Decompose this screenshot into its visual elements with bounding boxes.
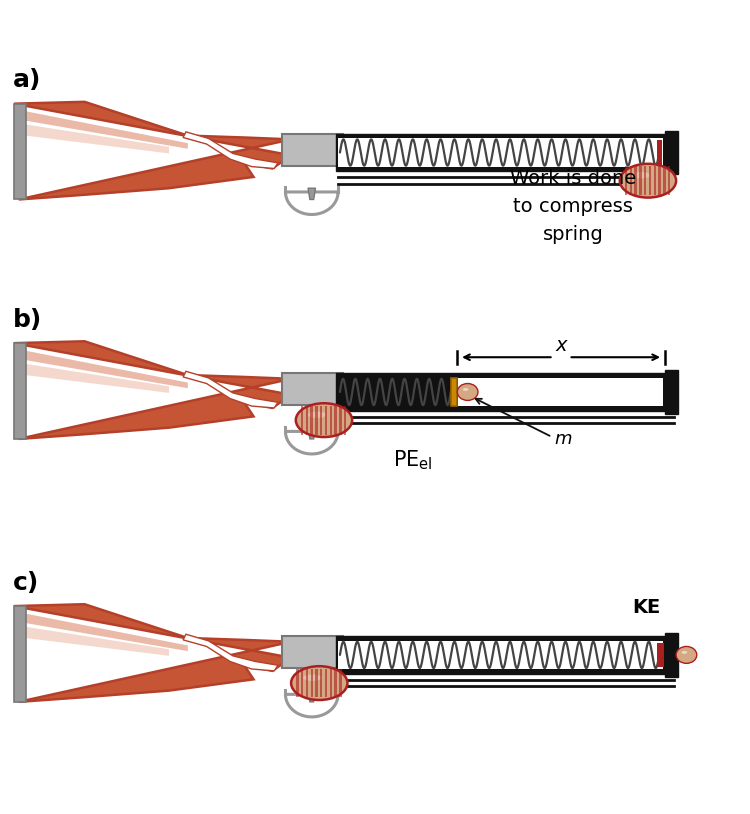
Bar xyxy=(657,643,664,667)
Bar xyxy=(320,406,322,435)
Polygon shape xyxy=(14,103,26,199)
Bar xyxy=(658,166,661,195)
Bar xyxy=(334,406,337,435)
Bar xyxy=(336,373,674,411)
Bar xyxy=(634,166,637,195)
Bar xyxy=(644,166,646,195)
Bar xyxy=(296,669,298,698)
Bar xyxy=(668,166,670,195)
Bar xyxy=(282,133,343,166)
Polygon shape xyxy=(26,364,169,393)
Text: KE: KE xyxy=(632,598,660,618)
Bar xyxy=(664,370,678,414)
Bar xyxy=(315,406,317,435)
Text: $\mathregular{PE_{el}}$: $\mathregular{PE_{el}}$ xyxy=(393,449,433,472)
Ellipse shape xyxy=(308,412,326,418)
Text: c): c) xyxy=(13,571,40,595)
Ellipse shape xyxy=(682,651,687,654)
Bar xyxy=(325,406,327,435)
Bar xyxy=(639,166,641,195)
Bar xyxy=(282,373,343,405)
Bar xyxy=(657,140,662,164)
Polygon shape xyxy=(183,132,278,168)
Bar xyxy=(653,166,656,195)
Bar xyxy=(625,166,627,195)
Bar xyxy=(649,166,651,195)
Bar xyxy=(336,636,674,674)
Bar xyxy=(339,669,342,698)
Text: b): b) xyxy=(13,308,43,332)
Bar xyxy=(301,669,303,698)
Bar xyxy=(336,133,674,171)
Polygon shape xyxy=(14,344,26,439)
Ellipse shape xyxy=(296,403,352,437)
Polygon shape xyxy=(26,351,188,388)
Text: a): a) xyxy=(13,68,41,93)
Polygon shape xyxy=(26,627,169,656)
Text: Work is done
to compress
spring: Work is done to compress spring xyxy=(510,169,636,244)
Polygon shape xyxy=(14,606,26,702)
Bar xyxy=(338,138,663,167)
Bar xyxy=(301,406,303,435)
Bar xyxy=(334,669,337,698)
Bar xyxy=(663,166,665,195)
Bar xyxy=(664,131,678,174)
Polygon shape xyxy=(183,371,278,408)
Text: m: m xyxy=(554,430,572,448)
Polygon shape xyxy=(308,188,316,199)
Ellipse shape xyxy=(463,388,469,391)
Polygon shape xyxy=(14,102,291,199)
Bar xyxy=(282,636,343,668)
Bar xyxy=(339,406,341,435)
Bar xyxy=(664,633,678,676)
Bar xyxy=(458,378,663,406)
Bar xyxy=(344,406,346,435)
Text: x: x xyxy=(555,336,567,356)
Bar xyxy=(329,406,332,435)
Bar xyxy=(338,641,663,669)
Polygon shape xyxy=(26,125,169,154)
Bar xyxy=(306,669,308,698)
Polygon shape xyxy=(308,690,316,702)
Bar xyxy=(330,669,332,698)
Bar xyxy=(310,669,313,698)
Bar xyxy=(315,669,318,698)
Bar xyxy=(630,166,632,195)
Bar xyxy=(320,669,322,698)
Ellipse shape xyxy=(620,164,676,198)
Polygon shape xyxy=(26,614,188,651)
Ellipse shape xyxy=(458,383,478,400)
Polygon shape xyxy=(308,427,316,439)
Ellipse shape xyxy=(303,675,322,681)
Ellipse shape xyxy=(632,172,650,178)
Bar xyxy=(325,669,327,698)
Bar xyxy=(451,378,458,406)
Polygon shape xyxy=(26,112,188,149)
Bar xyxy=(310,406,313,435)
Polygon shape xyxy=(183,634,278,671)
Bar xyxy=(306,406,308,435)
Polygon shape xyxy=(14,341,291,439)
Ellipse shape xyxy=(291,666,347,700)
Ellipse shape xyxy=(676,646,697,663)
Polygon shape xyxy=(14,604,291,702)
